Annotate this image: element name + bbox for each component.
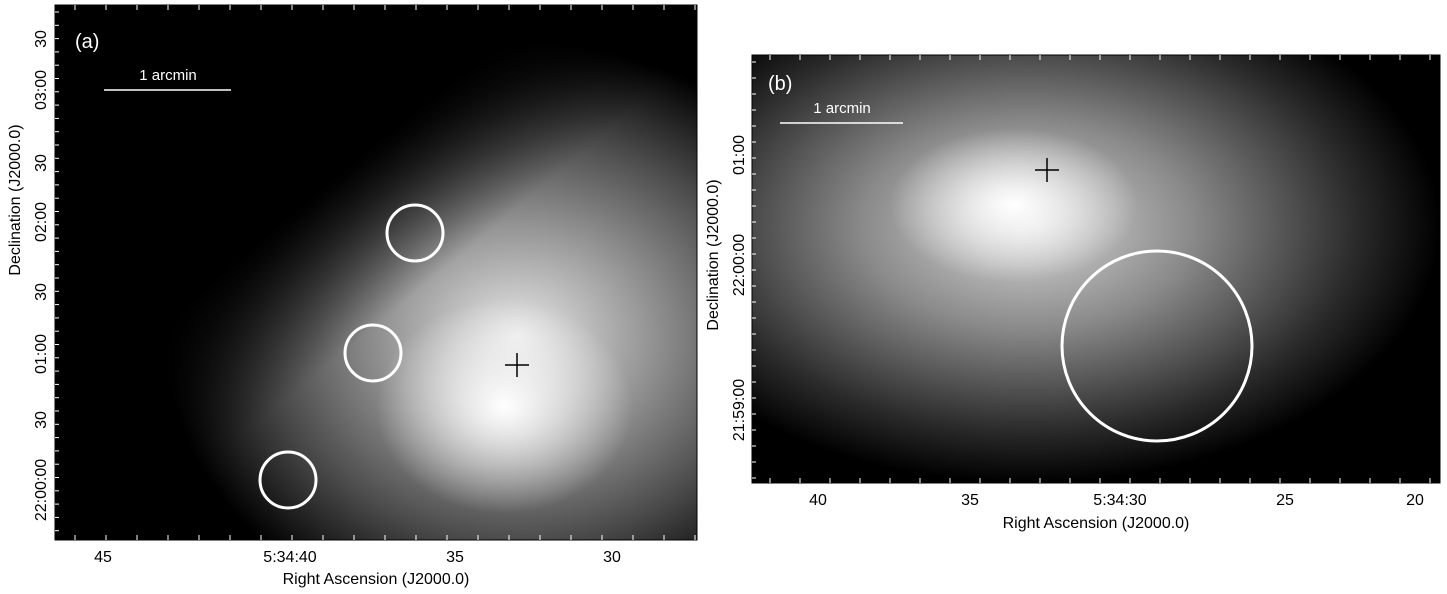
panel-a: (a) 1 arcmin 45 5:34:40 35 30 Right Asce… (7, 4, 698, 588)
y-tick-label: 30 (33, 411, 50, 429)
x-tick-label: 30 (603, 549, 621, 566)
y-tick-label: 22:00:00 (731, 234, 748, 296)
panel-b: (b) 1 arcmin 40 35 5:34:30 25 20 Right A… (705, 54, 1441, 532)
panel-b-label: (b) (768, 73, 792, 95)
x-tick-label: 25 (1276, 492, 1294, 509)
y-tick-label: 03:00 (33, 70, 50, 110)
y-tick-label: 01:00 (33, 334, 50, 374)
y-tick-label: 30 (33, 154, 50, 172)
y-tick-label: 22:00:00 (33, 459, 50, 521)
y-axis-title: Declination (J2000.0) (7, 124, 24, 275)
x-tick-label: 35 (446, 549, 464, 566)
panel-b-scale-label: 1 arcmin (813, 100, 871, 117)
x-tick-label: 40 (809, 492, 827, 509)
cross-marker (505, 353, 529, 377)
marker-circle (385, 203, 445, 263)
y-tick-label: 30 (33, 283, 50, 301)
panel-b-image (752, 55, 1440, 483)
x-axis-title: Right Ascension (J2000.0) (1003, 515, 1190, 532)
y-tick-label: 01:00 (731, 135, 748, 175)
y-axis-title: Declination (J2000.0) (705, 179, 722, 330)
x-axis-title: Right Ascension (J2000.0) (283, 571, 470, 588)
x-tick-label: 45 (94, 549, 112, 566)
marker-circle (1060, 249, 1254, 443)
marker-circle (258, 450, 318, 510)
panel-a-label: (a) (75, 31, 99, 53)
y-tick-label: 21:59:00 (731, 379, 748, 441)
x-tick-label: 5:34:30 (1093, 492, 1146, 509)
x-tick-label: 35 (961, 492, 979, 509)
panel-a-scale-label: 1 arcmin (139, 67, 197, 84)
panel-a-image (55, 5, 697, 540)
y-tick-label: 30 (33, 30, 50, 48)
panel-b-frame (751, 54, 1441, 484)
marker-circle (343, 323, 403, 383)
y-tick-label: 02:00 (33, 202, 50, 242)
x-tick-label: 20 (1406, 492, 1424, 509)
panel-a-frame (54, 4, 698, 541)
cross-marker (1035, 158, 1059, 182)
x-tick-label: 5:34:40 (263, 549, 316, 566)
